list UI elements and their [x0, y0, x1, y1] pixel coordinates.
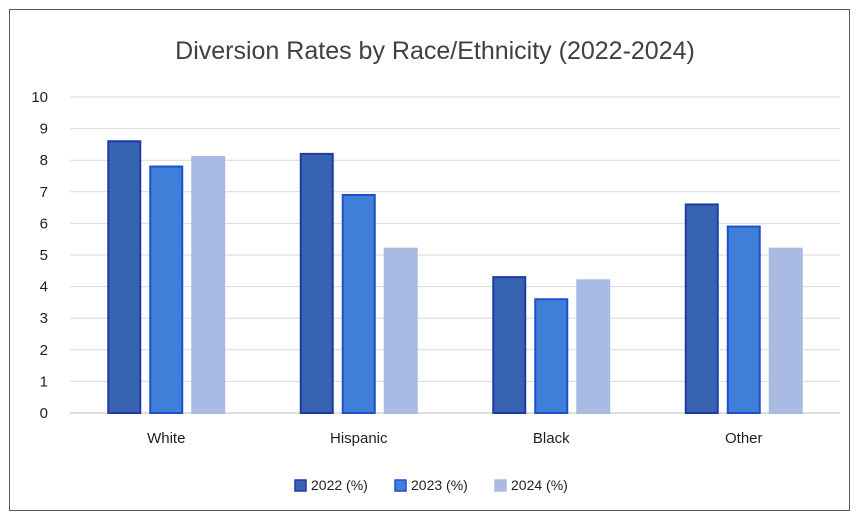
legend-swatch: [294, 479, 307, 492]
bar-black-series-2: [576, 279, 611, 414]
y-tick-label: 9: [40, 121, 48, 138]
bar-hispanic-series-1: [341, 193, 376, 414]
y-tick-label: 6: [40, 215, 48, 232]
y-tick-label: 0: [40, 405, 48, 422]
chart-title: Diversion Rates by Race/Ethnicity (2022-…: [175, 37, 695, 65]
y-tick-label: 5: [40, 247, 48, 264]
legend-label: 2024 (%): [511, 477, 568, 493]
y-tick-label: 10: [31, 89, 48, 106]
bar-other-series-2: [768, 247, 803, 414]
legend-label: 2022 (%): [311, 477, 368, 493]
x-category-label: Hispanic: [330, 430, 388, 447]
x-category-label: White: [147, 430, 185, 447]
y-axis-ticks: 0 1 2 3 4 5 6 7 8 9 10: [31, 89, 48, 422]
legend: 2022 (%) 2023 (%) 2024 (%): [294, 477, 568, 493]
bar-other-series-1: [726, 225, 761, 414]
x-category-label: Other: [725, 430, 763, 447]
legend-swatch: [494, 479, 507, 492]
gridlines: [70, 96, 840, 414]
bar-hispanic-series-2: [383, 247, 418, 414]
bar-black-series-1: [534, 298, 569, 414]
bar-black-series-0: [492, 276, 527, 414]
y-tick-label: 2: [40, 342, 48, 359]
x-category-label: Black: [533, 430, 570, 447]
y-tick-label: 8: [40, 152, 48, 169]
legend-swatch: [394, 479, 407, 492]
x-axis-categories: White Hispanic Black Other: [147, 430, 762, 447]
bar-hispanic-series-0: [299, 152, 334, 414]
bar-white-series-1: [149, 165, 184, 414]
bars: [107, 140, 803, 415]
bar-white-series-0: [107, 140, 142, 415]
y-tick-label: 7: [40, 184, 48, 201]
bar-other-series-0: [684, 203, 719, 414]
y-tick-label: 1: [40, 373, 48, 390]
y-tick-label: 4: [40, 279, 48, 296]
y-tick-label: 3: [40, 310, 48, 327]
legend-label: 2023 (%): [411, 477, 468, 493]
bar-white-series-2: [191, 156, 226, 414]
